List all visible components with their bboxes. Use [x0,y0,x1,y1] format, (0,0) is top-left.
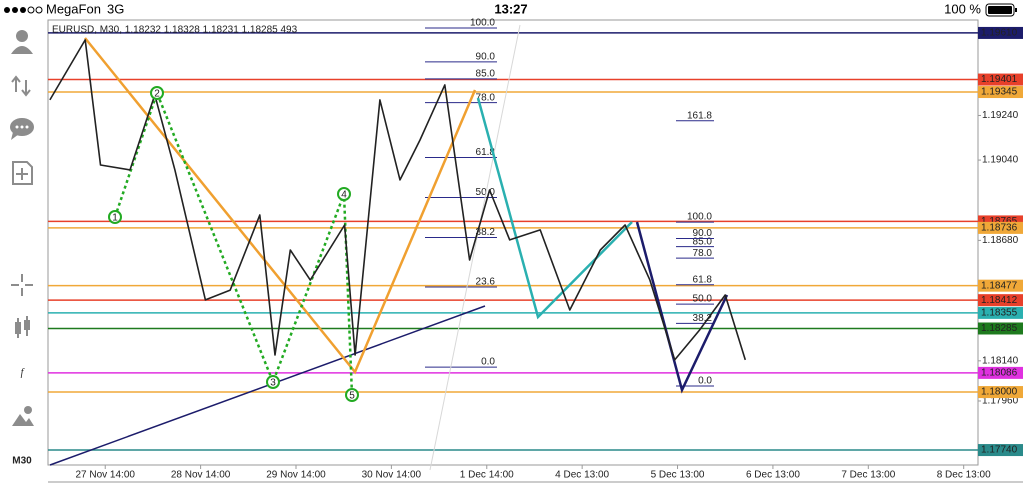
x-tick-label: 8 Dec 13:00 [937,470,991,481]
price-level-label: 1.18412 [981,295,1018,306]
x-tick-label: 5 Dec 13:00 [651,470,705,481]
fib-level-label: 50.0 [693,294,713,305]
y-tick-label: 1.18140 [982,355,1019,366]
price-level-box [978,294,1023,307]
fib-level-label: 0.0 [481,357,495,368]
price-layer [49,39,747,361]
timeframe-button[interactable]: M30 [12,456,32,467]
wave-label: 2 [154,89,160,100]
wave-marker [337,187,351,201]
price-level-box [978,73,1023,86]
status-bar: MegaFon 3G 13:27 100 % [4,1,1017,17]
fib-level-label: 38.2 [476,227,496,238]
price-level-box [978,366,1023,379]
fib-level-label: 61.8 [476,147,496,158]
account-button[interactable] [11,30,33,54]
fib-level-label: 50.0 [476,187,496,198]
crosshair-button[interactable] [11,274,33,296]
y-tick-label: 1.19240 [982,110,1019,121]
trade-button[interactable] [11,75,31,97]
wave-label: 5 [349,391,355,402]
x-tick-label: 1 Dec 14:00 [460,470,514,481]
battery-text: 100 % [944,1,981,16]
levels-layer [48,32,978,451]
fib-trend-line [429,24,521,471]
price-level-box [978,279,1023,292]
chat-button[interactable] [10,118,34,140]
price-level-label: 1.19345 [981,87,1018,98]
x-tick-label: 7 Dec 13:00 [841,470,895,481]
x-tick-label: 27 Nov 14:00 [75,470,135,481]
fib-level-label: 78.0 [476,92,496,103]
wave-label: 3 [270,378,276,389]
fib-level-label: 90.0 [693,228,713,239]
network: 3G [107,1,124,16]
fib-level-label: 90.0 [476,52,496,63]
x-tick-label: 28 Nov 14:00 [171,470,231,481]
wave-marker [108,210,122,224]
fib-level-label: 38.2 [693,313,713,324]
price-level-label: 1.17740 [981,445,1018,456]
price-level-label: 1.18086 [981,368,1018,379]
price-level-label: 1.18355 [981,308,1018,319]
price-level-box [978,26,1023,39]
fib-level-label: 61.8 [693,274,713,285]
svg-text:f: f [21,367,25,378]
x-tick-label: 4 Dec 13:00 [555,470,609,481]
signal-strength [4,6,43,14]
price-level-box [978,86,1023,99]
price-level-box [978,306,1023,319]
objects-button[interactable] [12,406,34,426]
price-level-label: 1.18477 [981,280,1018,291]
wave-layer: 1 2 3 4 5 [108,86,359,402]
price-level-box [978,322,1023,335]
wave-label: 1 [112,213,118,224]
price-level-label: 1.19401 [981,74,1018,85]
wave-marker [150,86,164,100]
zigzag-navy [635,221,729,394]
fib-level-label: 100.0 [687,212,712,223]
price-level-label: 1.18000 [981,387,1018,398]
y-tick-label: 1.17960 [982,396,1019,407]
new-order-button[interactable] [12,161,33,185]
x-tick-label: 6 Dec 13:00 [746,470,800,481]
price-level-label: 1.19610 [981,28,1018,39]
indicators-button[interactable]: f [21,367,25,378]
carrier: MegaFon [46,1,101,16]
price-level-box [978,221,1023,234]
fib-level-label: 0.0 [698,376,712,387]
fib-level-label: 78.0 [693,248,713,259]
fib-level-label: 85.0 [693,236,713,247]
battery-icon [985,3,1017,17]
wave-label: 4 [341,190,347,201]
chart-frame [47,19,979,466]
price-level-box [978,444,1023,457]
x-tick-label: 30 Nov 14:00 [362,470,422,481]
price-line [49,39,747,361]
y-tick-label: 1.19040 [982,155,1019,166]
price-level-label: 1.18285 [981,323,1018,334]
chart-header: EURUSD, M30, 1.18232 1.18328 1.18231 1.1… [52,25,298,36]
zigzag-teal [476,97,633,320]
sidebar: f M30 [10,30,34,467]
axis-layer: 27 Nov 14:00 28 Nov 14:00 29 Nov 14:00 30 N… [75,26,1023,481]
chart-type-button[interactable] [15,316,30,338]
price-level-box [978,386,1023,399]
price-level-label: 1.18736 [981,223,1018,234]
elliott-wave-line [113,89,354,396]
x-tick-label: 29 Nov 14:00 [266,470,326,481]
fib-level-label: 161.8 [687,110,712,121]
price-level-label: 1.18765 [981,216,1018,227]
fib-level-label: 23.6 [476,277,496,288]
fib-level-label: 100.0 [470,18,495,29]
y-tick-label: 1.18680 [982,235,1019,246]
zigzag-orange [84,37,477,375]
wave-marker [345,388,359,402]
fib-layer: 0.023.638.250.061.878.085.090.0100.00.03… [425,18,714,387]
wave-marker [266,375,280,389]
fib-level-label: 85.0 [476,69,496,80]
clock: 13:27 [494,1,527,16]
